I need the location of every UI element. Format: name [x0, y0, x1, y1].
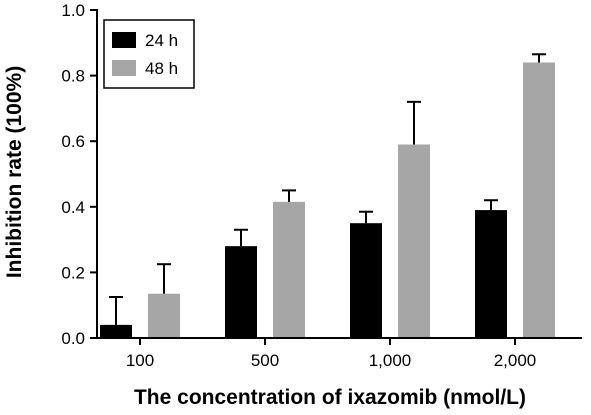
- x-tick-label-0: 100: [126, 351, 154, 370]
- legend: 24 h 48 h: [103, 19, 195, 89]
- legend-box: [103, 19, 195, 89]
- y-tick-label-0: 0.0: [61, 329, 85, 348]
- bar-48h-2000: [523, 62, 555, 338]
- legend-swatch-24h: [112, 32, 136, 48]
- legend-swatch-48h: [112, 60, 136, 76]
- y-tick-label-3: 0.6: [61, 132, 85, 151]
- bar-24h-2000: [475, 210, 507, 338]
- bar-48h-500: [273, 201, 305, 338]
- x-tick-label-3: 2,000: [494, 351, 537, 370]
- bar-24h-100: [100, 324, 132, 338]
- bar-48h-1000: [398, 144, 430, 338]
- y-tick-label-4: 0.8: [61, 67, 85, 86]
- axes-group: 0.0 0.2 0.4 0.6 0.8 1.0 100 500 1,000 2,000: [61, 1, 582, 370]
- bar-24h-1000: [350, 223, 382, 338]
- legend-label-48h: 48 h: [145, 59, 178, 78]
- y-axis-title: Inhibition rate (100%): [3, 66, 26, 278]
- y-tick-label-1: 0.2: [61, 263, 85, 282]
- bar-24h-500: [225, 246, 257, 338]
- legend-label-24h: 24 h: [145, 31, 178, 50]
- y-tick-label-5: 1.0: [61, 1, 85, 20]
- bars-group: [100, 62, 555, 338]
- x-tick-label-1: 500: [251, 351, 279, 370]
- x-tick-label-2: 1,000: [369, 351, 412, 370]
- bar-48h-100: [148, 293, 180, 338]
- error-bars-group: [109, 53, 546, 325]
- x-axis-title: The concentration of ixazomib (nmol/L): [134, 386, 526, 409]
- y-tick-label-2: 0.4: [61, 198, 85, 217]
